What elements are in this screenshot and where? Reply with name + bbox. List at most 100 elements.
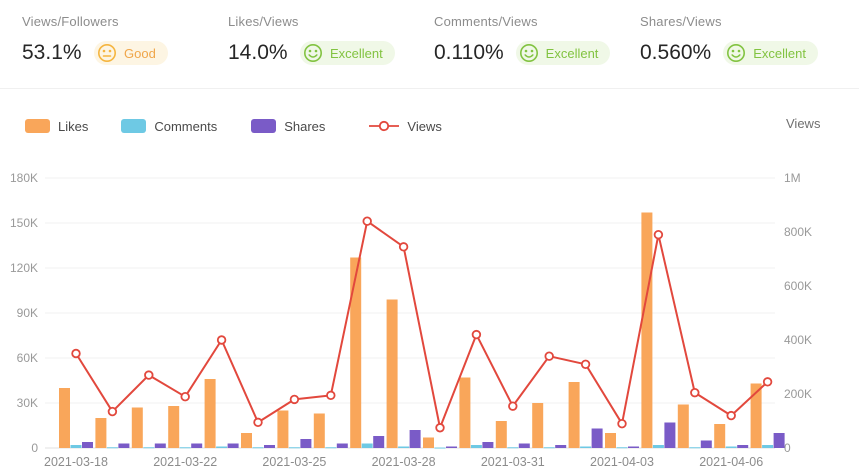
bar-likes-2021-03-30[interactable] xyxy=(459,378,470,449)
bar-likes-2021-03-28[interactable] xyxy=(387,300,398,449)
bar-shares-2021-04-04[interactable] xyxy=(664,423,675,449)
bar-comments-2021-04-01[interactable] xyxy=(544,447,555,448)
views-point-2021-04-04[interactable] xyxy=(655,231,663,239)
bar-shares-2021-04-07[interactable] xyxy=(774,433,785,448)
bar-shares-2021-04-02[interactable] xyxy=(592,429,603,449)
bar-comments-2021-03-28[interactable] xyxy=(398,447,409,449)
bar-comments-2021-03-23[interactable] xyxy=(216,447,227,449)
right-axis-tick-label: 1M xyxy=(784,171,801,185)
left-axis-tick-label: 120K xyxy=(10,261,38,275)
bar-likes-2021-03-31[interactable] xyxy=(496,421,507,448)
bar-likes-2021-03-23[interactable] xyxy=(205,379,216,448)
bar-shares-2021-03-31[interactable] xyxy=(519,444,530,449)
bar-shares-2021-03-21[interactable] xyxy=(155,444,166,449)
x-axis-date-label: 2021-03-31 xyxy=(481,455,545,469)
bar-likes-2021-04-01[interactable] xyxy=(532,403,543,448)
bar-shares-2021-04-06[interactable] xyxy=(737,445,748,448)
left-axis-tick-label: 60K xyxy=(17,351,38,365)
bar-comments-2021-04-07[interactable] xyxy=(762,445,773,448)
views-point-2021-03-31[interactable] xyxy=(509,402,517,410)
bar-shares-2021-03-30[interactable] xyxy=(482,442,493,448)
bar-comments-2021-04-06[interactable] xyxy=(726,447,737,449)
views-point-2021-03-28[interactable] xyxy=(400,243,408,251)
bar-shares-2021-03-26[interactable] xyxy=(337,444,348,449)
views-point-2021-04-01[interactable] xyxy=(545,352,553,360)
bar-comments-2021-03-24[interactable] xyxy=(253,447,264,448)
bar-comments-2021-03-26[interactable] xyxy=(325,447,336,448)
bar-likes-2021-03-18[interactable] xyxy=(59,388,70,448)
bar-likes-2021-03-22[interactable] xyxy=(168,406,179,448)
views-point-2021-03-30[interactable] xyxy=(473,331,481,339)
bar-likes-2021-04-03[interactable] xyxy=(605,433,616,448)
bar-shares-2021-03-19[interactable] xyxy=(118,444,129,449)
bar-likes-2021-04-02[interactable] xyxy=(569,382,580,448)
bar-comments-2021-04-04[interactable] xyxy=(653,445,664,448)
views-point-2021-04-07[interactable] xyxy=(764,378,772,386)
views-point-2021-03-18[interactable] xyxy=(72,350,80,358)
bar-shares-2021-03-23[interactable] xyxy=(228,444,239,449)
views-point-2021-03-26[interactable] xyxy=(327,392,335,400)
views-point-2021-03-24[interactable] xyxy=(254,419,262,427)
x-axis-date-label: 2021-03-18 xyxy=(44,455,108,469)
bar-shares-2021-03-22[interactable] xyxy=(191,444,202,449)
right-axis-tick-label: 800K xyxy=(784,225,812,239)
views-point-2021-03-22[interactable] xyxy=(181,393,189,401)
bar-shares-2021-03-18[interactable] xyxy=(82,442,93,448)
bar-shares-2021-03-28[interactable] xyxy=(410,430,421,448)
left-axis-tick-label: 0 xyxy=(31,441,38,455)
bar-likes-2021-03-26[interactable] xyxy=(314,414,325,449)
bar-likes-2021-03-21[interactable] xyxy=(132,408,143,449)
bar-comments-2021-03-31[interactable] xyxy=(507,447,518,448)
left-axis-tick-label: 30K xyxy=(17,396,38,410)
bar-likes-2021-03-29[interactable] xyxy=(423,438,434,449)
views-point-2021-03-21[interactable] xyxy=(145,371,153,379)
x-axis-date-label: 2021-04-06 xyxy=(699,455,763,469)
views-point-2021-04-03[interactable] xyxy=(618,420,626,428)
right-axis-tick-label: 200K xyxy=(784,387,812,401)
bar-comments-2021-03-27[interactable] xyxy=(362,444,373,449)
views-point-2021-03-27[interactable] xyxy=(363,217,371,225)
bar-comments-2021-03-22[interactable] xyxy=(180,447,191,448)
bar-shares-2021-03-25[interactable] xyxy=(300,439,311,448)
views-point-2021-04-02[interactable] xyxy=(582,361,590,369)
x-axis-date-label: 2021-03-25 xyxy=(262,455,326,469)
views-point-2021-03-19[interactable] xyxy=(109,408,117,416)
bar-likes-2021-03-27[interactable] xyxy=(350,258,361,449)
bar-comments-2021-03-19[interactable] xyxy=(107,447,118,448)
bar-shares-2021-04-03[interactable] xyxy=(628,447,639,449)
bar-likes-2021-03-19[interactable] xyxy=(95,418,106,448)
bar-comments-2021-04-03[interactable] xyxy=(617,447,628,448)
x-axis-date-label: 2021-03-22 xyxy=(153,455,217,469)
bar-likes-2021-04-05[interactable] xyxy=(678,405,689,449)
analytics-dashboard: { "kpis": [ {"title":"Views/Followers","… xyxy=(0,0,859,476)
views-point-2021-03-23[interactable] xyxy=(218,336,226,344)
views-line xyxy=(76,221,768,428)
bar-comments-2021-03-29[interactable] xyxy=(435,448,446,449)
bar-shares-2021-03-27[interactable] xyxy=(373,436,384,448)
bar-comments-2021-03-18[interactable] xyxy=(71,445,82,448)
bar-comments-2021-04-05[interactable] xyxy=(689,447,700,448)
bar-comments-2021-03-25[interactable] xyxy=(289,447,300,448)
right-axis-tick-label: 0 xyxy=(784,441,791,455)
right-axis-tick-label: 400K xyxy=(784,333,812,347)
bar-comments-2021-03-21[interactable] xyxy=(143,447,154,448)
bar-shares-2021-04-01[interactable] xyxy=(555,445,566,448)
combo-chart: 030K60K90K120K150K180K0200K400K600K800K1… xyxy=(0,0,859,476)
views-point-2021-03-25[interactable] xyxy=(291,396,299,404)
bar-likes-2021-03-24[interactable] xyxy=(241,433,252,448)
bar-shares-2021-04-05[interactable] xyxy=(701,441,712,449)
bar-comments-2021-03-30[interactable] xyxy=(471,445,482,448)
bar-shares-2021-03-29[interactable] xyxy=(446,447,457,449)
bar-likes-2021-04-06[interactable] xyxy=(714,424,725,448)
views-point-2021-03-29[interactable] xyxy=(436,424,444,432)
bar-comments-2021-04-02[interactable] xyxy=(580,447,591,449)
bar-likes-2021-04-04[interactable] xyxy=(641,213,652,449)
views-point-2021-04-06[interactable] xyxy=(727,412,735,420)
x-axis-date-label: 2021-03-28 xyxy=(372,455,436,469)
bar-likes-2021-03-25[interactable] xyxy=(277,411,288,449)
views-point-2021-04-05[interactable] xyxy=(691,389,699,397)
left-axis-tick-label: 90K xyxy=(17,306,38,320)
left-axis-tick-label: 180K xyxy=(10,171,38,185)
bar-shares-2021-03-24[interactable] xyxy=(264,445,275,448)
x-axis-date-label: 2021-04-03 xyxy=(590,455,654,469)
